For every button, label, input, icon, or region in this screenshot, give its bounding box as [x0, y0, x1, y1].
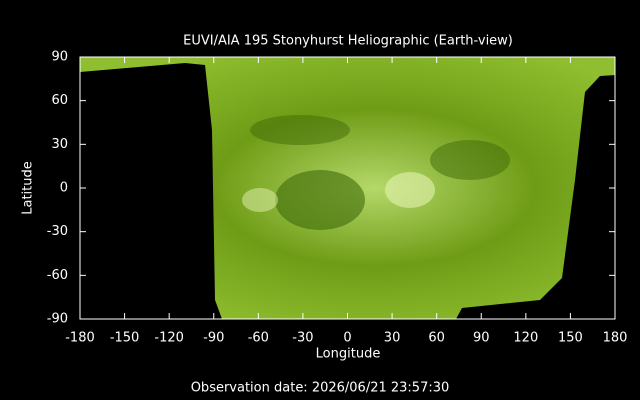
x-tick-label: 0 — [343, 331, 351, 346]
no-data-right — [456, 75, 616, 319]
y-tick-label: -60 — [47, 268, 68, 283]
x-tick-label: -150 — [110, 331, 140, 346]
x-axis-label: Longitude — [316, 347, 381, 362]
x-tick-label: 120 — [513, 331, 538, 346]
x-tick-label: 30 — [384, 331, 401, 346]
y-axis-label: Latitude — [21, 161, 36, 215]
x-tick-label: -120 — [154, 331, 184, 346]
y-tick-label: 60 — [51, 93, 68, 108]
bright-region — [385, 172, 435, 208]
y-tick-label: 0 — [60, 181, 68, 196]
y-tick-label: -30 — [47, 224, 68, 239]
dark-region — [430, 140, 510, 180]
x-tick-label: 150 — [558, 331, 583, 346]
x-tick-label: -30 — [292, 331, 313, 346]
x-tick-label: -90 — [203, 331, 224, 346]
y-tick-label: -90 — [47, 312, 68, 327]
solar-map — [79, 56, 616, 320]
no-data-left — [80, 63, 222, 319]
y-tick-label: 30 — [51, 137, 68, 152]
x-tick-label: 90 — [473, 331, 490, 346]
x-tick-label: -60 — [248, 331, 269, 346]
dark-region — [275, 170, 365, 230]
footer: Observation date: 2026/06/21 23:57:30 — [191, 381, 450, 396]
x-tick-label: 180 — [603, 331, 628, 346]
chart-title: EUVI/AIA 195 Stonyhurst Heliographic (Ea… — [183, 34, 513, 49]
x-tick-label: -180 — [65, 331, 95, 346]
dark-region — [250, 115, 350, 145]
x-tick-label: 60 — [428, 331, 445, 346]
y-tick-label: 90 — [51, 50, 68, 65]
bright-region — [242, 188, 278, 212]
